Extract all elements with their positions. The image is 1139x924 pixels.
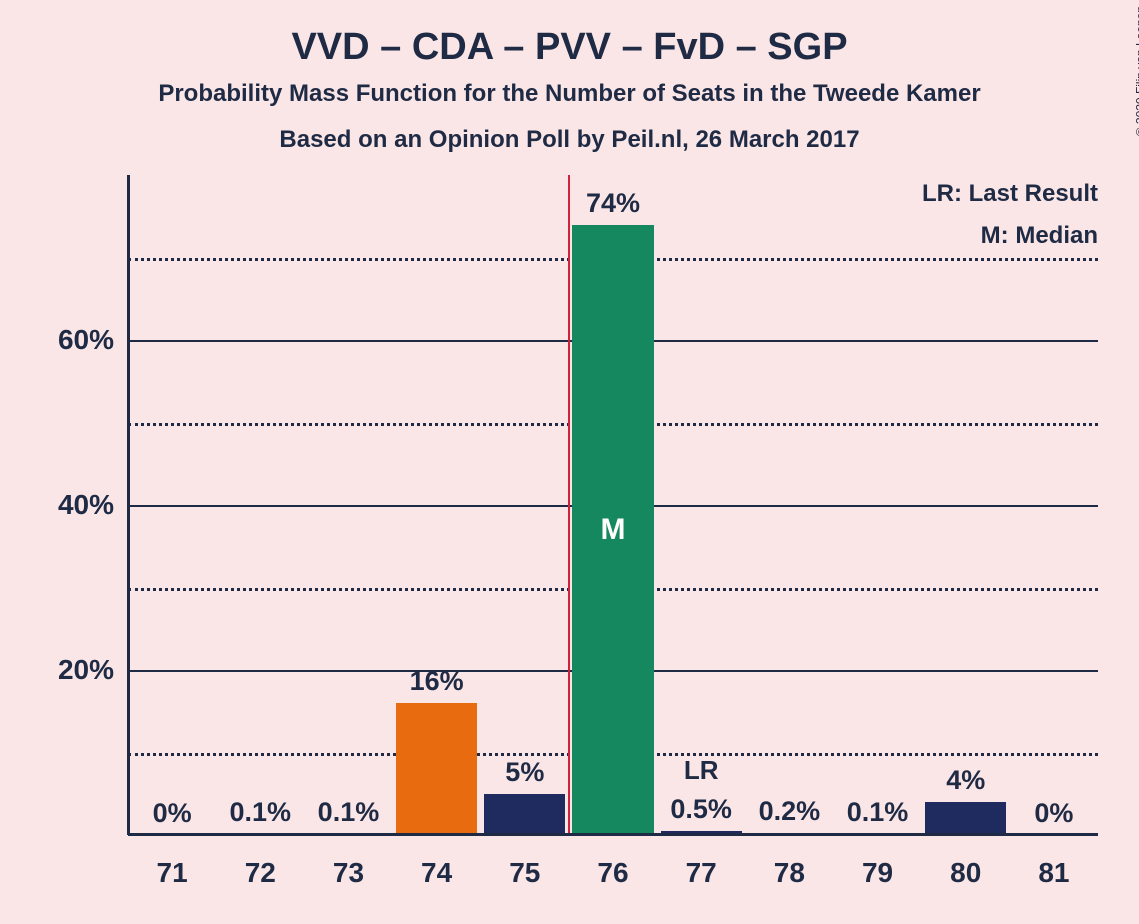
bar-value-label: 0.2% bbox=[759, 796, 821, 827]
bar-value-label: 0% bbox=[153, 798, 192, 829]
bar-value-label: 16% bbox=[410, 666, 464, 697]
y-axis bbox=[127, 175, 130, 835]
x-tick-label: 72 bbox=[245, 835, 276, 889]
chart-subtitle-1: Probability Mass Function for the Number… bbox=[0, 80, 1139, 108]
bar-value-label: 0.1% bbox=[847, 797, 909, 828]
bar-value-label: 74% bbox=[586, 188, 640, 219]
x-tick-label: 75 bbox=[509, 835, 540, 889]
x-tick-label: 77 bbox=[686, 835, 717, 889]
x-tick-label: 74 bbox=[421, 835, 452, 889]
chart-subtitle-2: Based on an Opinion Poll by Peil.nl, 26 … bbox=[0, 126, 1139, 154]
y-tick-label: 40% bbox=[58, 489, 128, 521]
bar-value-label: 5% bbox=[505, 757, 544, 788]
bar bbox=[396, 703, 477, 835]
bar bbox=[484, 794, 565, 835]
median-boundary-line bbox=[568, 175, 570, 835]
bar bbox=[925, 802, 1006, 835]
bar-value-label: 0.1% bbox=[318, 797, 380, 828]
bar-value-label: 0.1% bbox=[229, 797, 291, 828]
bar-value-label: 0.5% bbox=[670, 794, 732, 825]
bar-value-label: 4% bbox=[946, 765, 985, 796]
chart-title: VVD – CDA – PVV – FvD – SGP bbox=[0, 26, 1139, 69]
x-tick-label: 71 bbox=[157, 835, 188, 889]
x-tick-label: 73 bbox=[333, 835, 364, 889]
y-tick-label: 20% bbox=[58, 654, 128, 686]
x-tick-label: 80 bbox=[950, 835, 981, 889]
x-tick-label: 76 bbox=[597, 835, 628, 889]
credit-text: © 2020 Filip van Laenen bbox=[1133, 6, 1139, 136]
plot-area: 20%40%60%0%710.1%720.1%7316%745%7574%760… bbox=[128, 175, 1098, 835]
x-tick-label: 78 bbox=[774, 835, 805, 889]
x-tick-label: 81 bbox=[1038, 835, 1069, 889]
last-result-label: LR bbox=[684, 755, 719, 786]
chart-canvas: VVD – CDA – PVV – FvD – SGP Probability … bbox=[0, 0, 1139, 924]
median-label: M bbox=[601, 513, 626, 547]
bar-value-label: 0% bbox=[1034, 798, 1073, 829]
y-tick-label: 60% bbox=[58, 324, 128, 356]
x-tick-label: 79 bbox=[862, 835, 893, 889]
x-axis bbox=[128, 833, 1098, 836]
